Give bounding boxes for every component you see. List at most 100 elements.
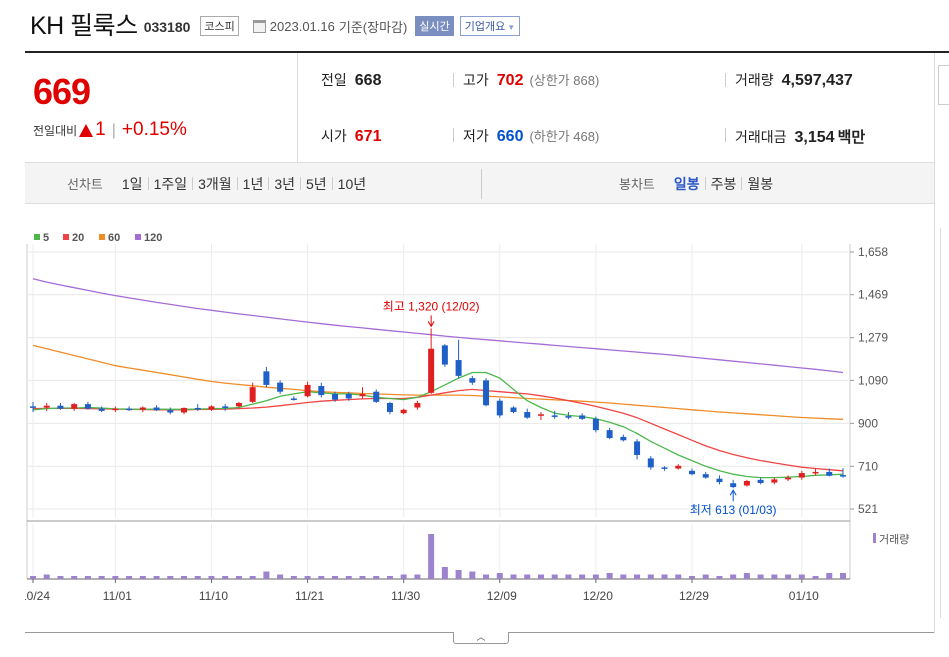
open-label: 시가 xyxy=(321,128,347,144)
candle-body xyxy=(126,408,133,411)
prev-close-value: 668 xyxy=(354,72,382,89)
current-price: 669 xyxy=(33,71,91,112)
candle-monthly[interactable]: 월봉 xyxy=(747,175,774,192)
volume-bar xyxy=(98,576,105,579)
volume: 거래량 4,597,437 xyxy=(735,70,853,90)
open-price: 시가 671 xyxy=(321,126,381,146)
volume-bar xyxy=(386,576,393,579)
period-1week[interactable]: 1주일 xyxy=(153,175,188,192)
candle-chart-label: 봉차트 xyxy=(619,177,655,192)
stock-name: KH 필룩스 xyxy=(30,12,138,40)
summary-divider xyxy=(297,53,298,163)
candle-body xyxy=(30,406,36,408)
candle-body xyxy=(537,414,544,416)
period-1day[interactable]: 1일 xyxy=(121,175,143,192)
x-tick-label: 12/09 xyxy=(487,589,517,603)
period-3year[interactable]: 3년 xyxy=(274,175,295,192)
cell-separator xyxy=(725,73,726,87)
price-summary: 669 전일대비 1 | +0.15% 전일 668 시가 671 고가 702… xyxy=(25,53,934,163)
high-label: 고가 xyxy=(463,72,489,88)
volume-bar xyxy=(730,574,737,579)
y-tick-label: 1,469 xyxy=(858,288,888,302)
volume-bar xyxy=(112,576,119,579)
volume-bar xyxy=(332,576,339,579)
period-divider xyxy=(481,169,482,199)
candle-body xyxy=(290,398,297,400)
candle-body xyxy=(483,380,490,406)
x-tick-label: 11/01 xyxy=(103,589,132,603)
volume-bar xyxy=(181,576,188,579)
volume-bar xyxy=(222,576,229,579)
volume-bar xyxy=(840,573,846,579)
volume-bar xyxy=(606,573,613,579)
period-3month[interactable]: 3개월 xyxy=(198,175,232,192)
volume-bar xyxy=(496,573,503,579)
legend-label: 20 xyxy=(72,232,84,244)
candle-body xyxy=(414,402,421,408)
period-10year[interactable]: 10년 xyxy=(337,175,367,192)
candle-body xyxy=(730,483,737,488)
period-bar: 선차트 1일 1주일 3개월 1년 3년 5년 10년 봉차트 일봉 주봉 월봉 xyxy=(25,163,934,204)
volume-bar xyxy=(43,574,50,579)
candle-body xyxy=(620,436,627,441)
candle-body xyxy=(235,402,242,407)
candle-body xyxy=(43,405,50,408)
amount-value: 3,154 xyxy=(794,129,835,146)
y-tick-label: 1,279 xyxy=(858,331,888,345)
volume-bar xyxy=(661,574,668,579)
volume-bar xyxy=(153,576,160,579)
candle-body xyxy=(181,407,188,413)
volume-bar xyxy=(290,576,297,579)
line-chart-label: 선차트 xyxy=(67,177,103,192)
market-badge: 코스피 xyxy=(200,16,239,36)
volume-bar xyxy=(57,576,64,579)
volume-label: 거래량 xyxy=(735,72,774,88)
right-panel-border xyxy=(934,53,935,633)
candle-body xyxy=(332,393,339,400)
candle-body xyxy=(249,387,256,402)
prev-close-label: 전일 xyxy=(321,72,347,88)
volume-bar xyxy=(620,574,627,579)
change-value: 1 xyxy=(95,119,106,140)
x-tick-label: 12/29 xyxy=(679,589,709,603)
candlestick-chart: 1,658 1,469 1,279 1,090 900 710 521 10/24 11/01 1… xyxy=(25,232,909,603)
period-5year[interactable]: 5년 xyxy=(306,175,327,192)
candle-weekly[interactable]: 주봉 xyxy=(710,175,737,192)
candle-daily[interactable]: 일봉 xyxy=(673,175,700,192)
legend-swatch xyxy=(63,234,69,240)
volume-bar xyxy=(551,574,558,579)
candle-body xyxy=(71,404,78,409)
collapse-button[interactable]: ︿ xyxy=(453,632,509,644)
volume-bar xyxy=(84,576,91,579)
candle-body xyxy=(496,400,503,416)
volume-bar xyxy=(785,574,792,579)
candle-body xyxy=(112,408,119,411)
legend-swatch xyxy=(99,234,105,240)
candle-body xyxy=(400,409,407,414)
y-tick-label: 521 xyxy=(858,502,878,516)
x-tick-label: 11/10 xyxy=(199,589,228,603)
candle-body xyxy=(84,404,91,409)
volume-bar xyxy=(812,576,819,579)
candle-body xyxy=(688,470,695,475)
volume-bar xyxy=(167,576,174,579)
low-value: 660 xyxy=(496,128,524,145)
y-tick-label: 900 xyxy=(858,416,878,430)
period-1year[interactable]: 1년 xyxy=(242,175,264,192)
x-tick-label: 12/20 xyxy=(583,589,613,603)
lower-limit: (하한가 468) xyxy=(529,129,600,144)
realtime-button[interactable]: 실시간 xyxy=(415,16,454,36)
right-panel-edge xyxy=(938,65,949,105)
volume-bar xyxy=(483,574,490,579)
candle-body xyxy=(167,410,174,413)
low-price: 저가 660 (하한가 468) xyxy=(463,126,599,146)
candle-body xyxy=(98,408,105,411)
candle-body xyxy=(57,405,64,409)
candle-body xyxy=(455,360,462,376)
company-overview-button[interactable]: 기업개요 ▼ xyxy=(459,16,521,36)
candle-body xyxy=(565,416,572,418)
candle-body xyxy=(743,480,750,486)
prev-close: 전일 668 xyxy=(321,70,381,90)
candle-body xyxy=(510,407,517,413)
